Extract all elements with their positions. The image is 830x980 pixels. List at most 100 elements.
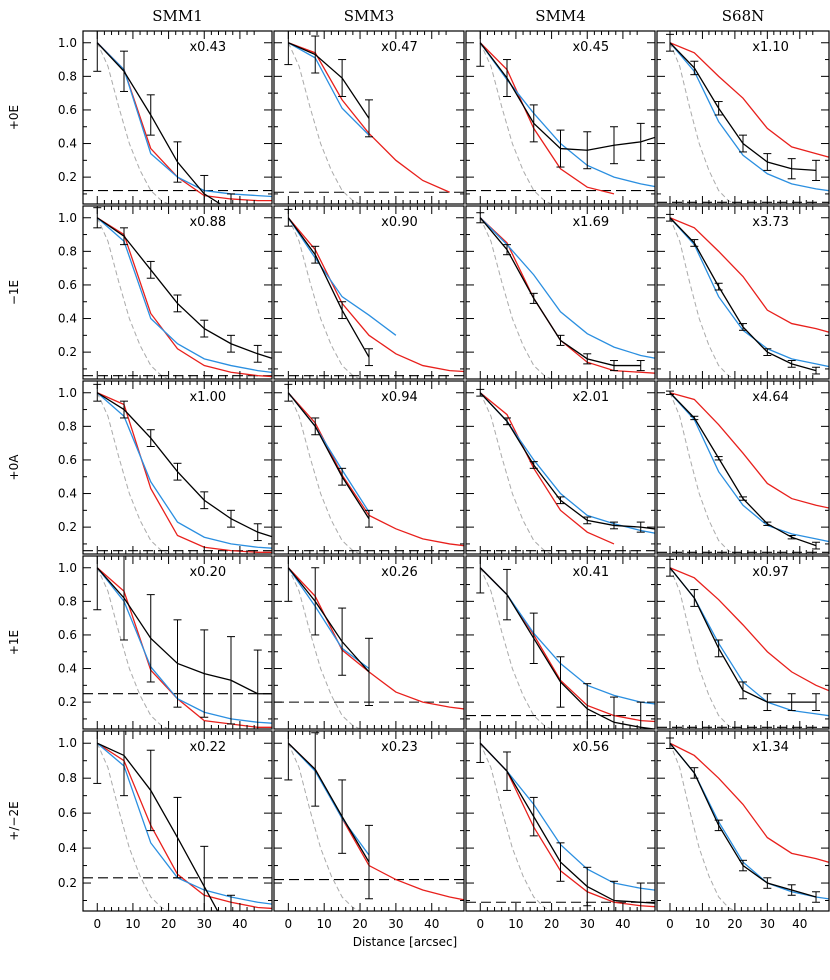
scale-factor-label: x0.20 — [189, 565, 226, 580]
scale-factor-label: x0.90 — [381, 215, 418, 230]
red-model-line — [669, 567, 829, 692]
panel-−1E-SMM3: x0.90 — [273, 205, 465, 380]
data-profile-line — [479, 42, 655, 151]
data-profile-line — [96, 217, 272, 359]
blue-model-line — [96, 567, 272, 724]
x-tick-label: 0 — [666, 917, 674, 931]
panel-frame — [273, 555, 465, 730]
plot-area — [466, 212, 655, 379]
scale-factor-label: x1.10 — [752, 40, 789, 55]
panel-frame — [465, 30, 656, 205]
x-tick-label: 20 — [727, 917, 742, 931]
x-tick-label: 10 — [695, 917, 710, 931]
panel-+1E-S68N: x0.97 — [656, 555, 830, 730]
column-title: S68N — [722, 7, 765, 25]
panel-frame — [82, 380, 273, 555]
data-profile-line — [669, 392, 817, 547]
data-profile-line — [287, 742, 370, 863]
y-tick-label: 1.0 — [58, 736, 77, 750]
scale-factor-label: x0.22 — [189, 740, 226, 755]
plot-area — [274, 383, 464, 554]
y-tick-label: 0.4 — [58, 487, 77, 501]
row-label: +0E — [7, 105, 21, 130]
beam-profile-line — [479, 743, 553, 911]
x-tick-label: 20 — [161, 917, 176, 931]
panel-frame — [656, 30, 830, 205]
plot-area — [274, 31, 464, 204]
y-tick-label: 0.4 — [58, 312, 77, 326]
scale-factor-label: x2.01 — [572, 390, 609, 405]
plot-area — [274, 208, 464, 379]
x-tick-label: 0 — [93, 917, 101, 931]
blue-model-line — [287, 567, 370, 670]
blue-model-line — [669, 42, 829, 192]
blue-model-line — [96, 42, 272, 198]
y-tick-label: 0.2 — [58, 170, 77, 184]
column-title: SMM1 — [152, 7, 203, 25]
panel-frame — [273, 380, 465, 555]
row-label: −1E — [7, 280, 21, 305]
red-model-line — [287, 392, 464, 547]
y-tick-label: 0.6 — [58, 806, 77, 820]
red-model-line — [479, 567, 655, 723]
x-tick-label: 30 — [580, 917, 595, 931]
red-model-line — [479, 742, 655, 908]
y-tick-label: 0.2 — [58, 345, 77, 359]
column-title: SMM3 — [344, 7, 395, 25]
x-tick-label: 40 — [792, 917, 807, 931]
panel-+1E-SMM4: x0.41 — [465, 555, 656, 730]
plot-area — [466, 731, 655, 911]
red-model-line — [287, 742, 464, 901]
scale-factor-label: x0.26 — [381, 565, 418, 580]
scale-factor-label: x0.88 — [189, 215, 226, 230]
data-profile-line — [479, 567, 655, 729]
plot-area — [466, 388, 655, 554]
blue-model-line — [287, 742, 370, 856]
panel-frame — [82, 205, 273, 380]
panel-frame — [656, 380, 830, 555]
plot-area — [274, 731, 464, 911]
x-tick-label: 10 — [317, 917, 332, 931]
data-profile-line — [669, 217, 817, 372]
red-model-line — [287, 217, 464, 373]
x-tick-label: 0 — [285, 917, 293, 931]
y-tick-label: 0.8 — [58, 244, 77, 258]
panel-+0A-SMM3: x0.94 — [273, 380, 465, 555]
plot-area — [83, 556, 272, 729]
x-tick-label: 30 — [388, 917, 403, 931]
panel-frame — [656, 555, 830, 730]
plot-area — [83, 31, 272, 204]
panel-frame — [82, 730, 273, 912]
panel-+0A-SMM4: x2.01 — [465, 380, 656, 555]
scale-factor-label: x0.43 — [189, 40, 226, 55]
y-tick-label: 0.2 — [58, 876, 77, 890]
panel-frame — [465, 380, 656, 555]
panel-+0E-SMM3: x0.47 — [273, 30, 465, 205]
scale-factor-label: x0.41 — [572, 565, 609, 580]
panel-+0E-SMM1: 0.2 0.4 0.6 0.8 1.0 x0.43 — [58, 30, 273, 205]
row-label: +0A — [7, 454, 21, 481]
panel-frame — [273, 30, 465, 205]
plot-area — [83, 207, 272, 379]
y-tick-label: 1.0 — [58, 211, 77, 225]
blue-model-line — [669, 742, 829, 900]
x-tick-label: 30 — [760, 917, 775, 931]
y-tick-label: 0.6 — [58, 628, 77, 642]
data-profile-line — [287, 217, 370, 358]
panel-frame — [273, 730, 465, 912]
y-tick-label: 0.2 — [58, 520, 77, 534]
blue-model-line — [479, 217, 655, 359]
scale-factor-label: x1.69 — [572, 215, 609, 230]
panel-+0E-SMM4: x0.45 — [465, 30, 656, 205]
scale-factor-label: x0.94 — [381, 390, 418, 405]
panel-+/−2E-SMM1: 0.2 0.4 0.6 0.8 1.0 0 10 20 30 40 x0.22 — [58, 730, 273, 931]
x-tick-label: 40 — [615, 917, 630, 931]
x-tick-label: 20 — [544, 917, 559, 931]
red-model-line — [669, 742, 829, 863]
y-tick-label: 0.8 — [58, 771, 77, 785]
panel-+1E-SMM1: 0.2 0.4 0.6 0.8 1.0 x0.20 — [58, 555, 273, 730]
plot-area — [274, 556, 464, 729]
beam-profile-line — [479, 392, 553, 554]
beam-profile-line — [96, 217, 170, 379]
blue-model-line — [96, 217, 272, 374]
